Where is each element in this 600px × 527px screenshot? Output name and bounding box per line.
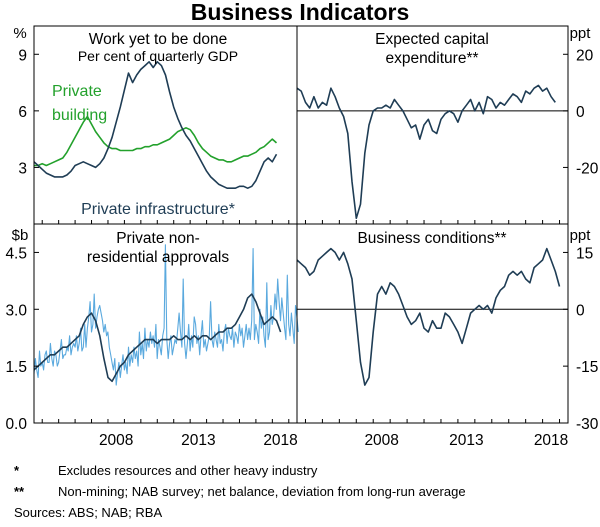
approvals-title: Private non- — [116, 230, 200, 247]
approvals-series-monthly — [33, 244, 299, 386]
capex-y-tick-label: 0 — [576, 104, 585, 121]
work-series-private-infrastructure- — [33, 60, 278, 189]
x-tick-label: 2018 — [534, 432, 568, 449]
approvals-y-tick-label: 1.5 — [5, 359, 27, 376]
x-tick-label: 2008 — [99, 432, 133, 449]
x-tick-label: 2008 — [364, 432, 398, 449]
sources-text: Sources: ABS; NAB; RBA — [14, 505, 163, 520]
conditions-y-tick-label: 0 — [576, 302, 585, 319]
panel-non-residential-approvals — [33, 244, 299, 386]
chart-title: Business Indicators — [191, 0, 410, 25]
approvals-title-2: residential approvals — [87, 249, 229, 266]
footnotes: * Excludes resources and other heavy ind… — [14, 460, 466, 523]
approvals-y-tick-label: 4.5 — [5, 245, 27, 262]
work-series-private-building — [34, 115, 278, 167]
capex-title: Expected capital — [375, 31, 489, 48]
capex-unit-label: ppt — [570, 25, 592, 42]
panel-business-conditions — [296, 247, 568, 386]
sources-row: Sources: ABS; NAB; RBA — [14, 502, 466, 523]
x-tick-label: 2018 — [263, 432, 297, 449]
approvals-y-tick-label: 0.0 — [5, 416, 27, 433]
footnote-text: Non-mining; NAB survey; net balance, dev… — [58, 484, 466, 499]
capex-title-2: expenditure** — [385, 50, 478, 67]
capex-series-expected-capital-expenditure- — [296, 84, 556, 220]
work-subtitle: Per cent of quarterly GDP — [78, 48, 238, 64]
footnote-symbol: * — [14, 463, 20, 478]
private-infrastructure-label: Private infrastructure* — [81, 201, 235, 218]
work-title: Work yet to be done — [89, 31, 227, 48]
chart-axes: 3 6 9 -20 0 20 0.0 1.5 3.0 4.5 -30 -15 0 15 2008 2013 20… — [5, 47, 598, 449]
footnote-row: ** Non-mining; NAB survey; net balance, … — [14, 481, 466, 502]
capex-y-tick-label: -20 — [576, 160, 599, 177]
footnote-text: Excludes resources and other heavy indus… — [58, 463, 318, 478]
conditions-series-business-conditions- — [296, 247, 561, 386]
panel-expected-capex — [296, 84, 568, 220]
footnote-symbol: ** — [14, 484, 25, 499]
conditions-title: Business conditions** — [357, 230, 506, 247]
footnote-row: * Excludes resources and other heavy ind… — [14, 460, 466, 481]
x-tick-label: 2013 — [449, 432, 483, 449]
private-building-label-1: Private — [52, 83, 102, 100]
work-y-tick-label: 3 — [18, 160, 27, 177]
capex-y-tick-label: 20 — [576, 47, 594, 64]
conditions-y-tick-label: -15 — [576, 359, 598, 376]
conditions-y-tick-label: 15 — [576, 245, 593, 262]
approvals-unit-label: $b — [12, 227, 29, 244]
approvals-series-trend — [33, 293, 282, 383]
private-building-label-2: building — [52, 107, 107, 124]
conditions-unit-label: ppt — [570, 227, 592, 244]
conditions-y-tick-label: -30 — [576, 416, 599, 433]
chart-area: Business Indicators 3 6 9 -20 0 20 0.0 1.5 3.0 4.… — [5, 0, 598, 449]
chart-frame — [33, 25, 569, 424]
approvals-y-tick-label: 3.0 — [5, 302, 27, 319]
panel-work-yet-to-be-done — [33, 60, 278, 189]
x-tick-label: 2013 — [181, 432, 215, 449]
work-y-tick-label: 6 — [18, 104, 27, 121]
work-y-tick-label: 9 — [18, 47, 27, 64]
work-unit-label: % — [13, 25, 26, 42]
